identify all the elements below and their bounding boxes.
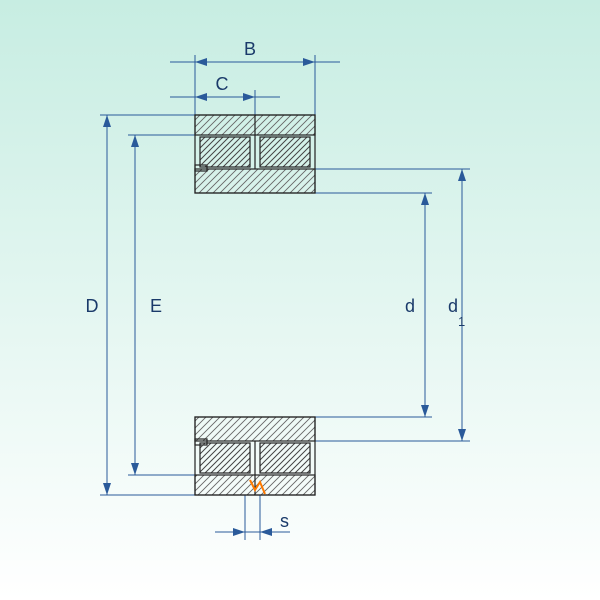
label-d: d (405, 296, 415, 316)
label-s: s (280, 511, 289, 531)
label-d1-sub: 1 (458, 314, 465, 329)
label-d1: d (448, 296, 458, 316)
bearing-bottom (195, 417, 315, 495)
label-B: B (244, 39, 256, 59)
bearing-diagram: B C D E d d1 s (0, 0, 600, 600)
label-D: D (86, 296, 99, 316)
label-C: C (216, 74, 229, 94)
bearing-top (195, 115, 315, 193)
label-E: E (150, 296, 162, 316)
